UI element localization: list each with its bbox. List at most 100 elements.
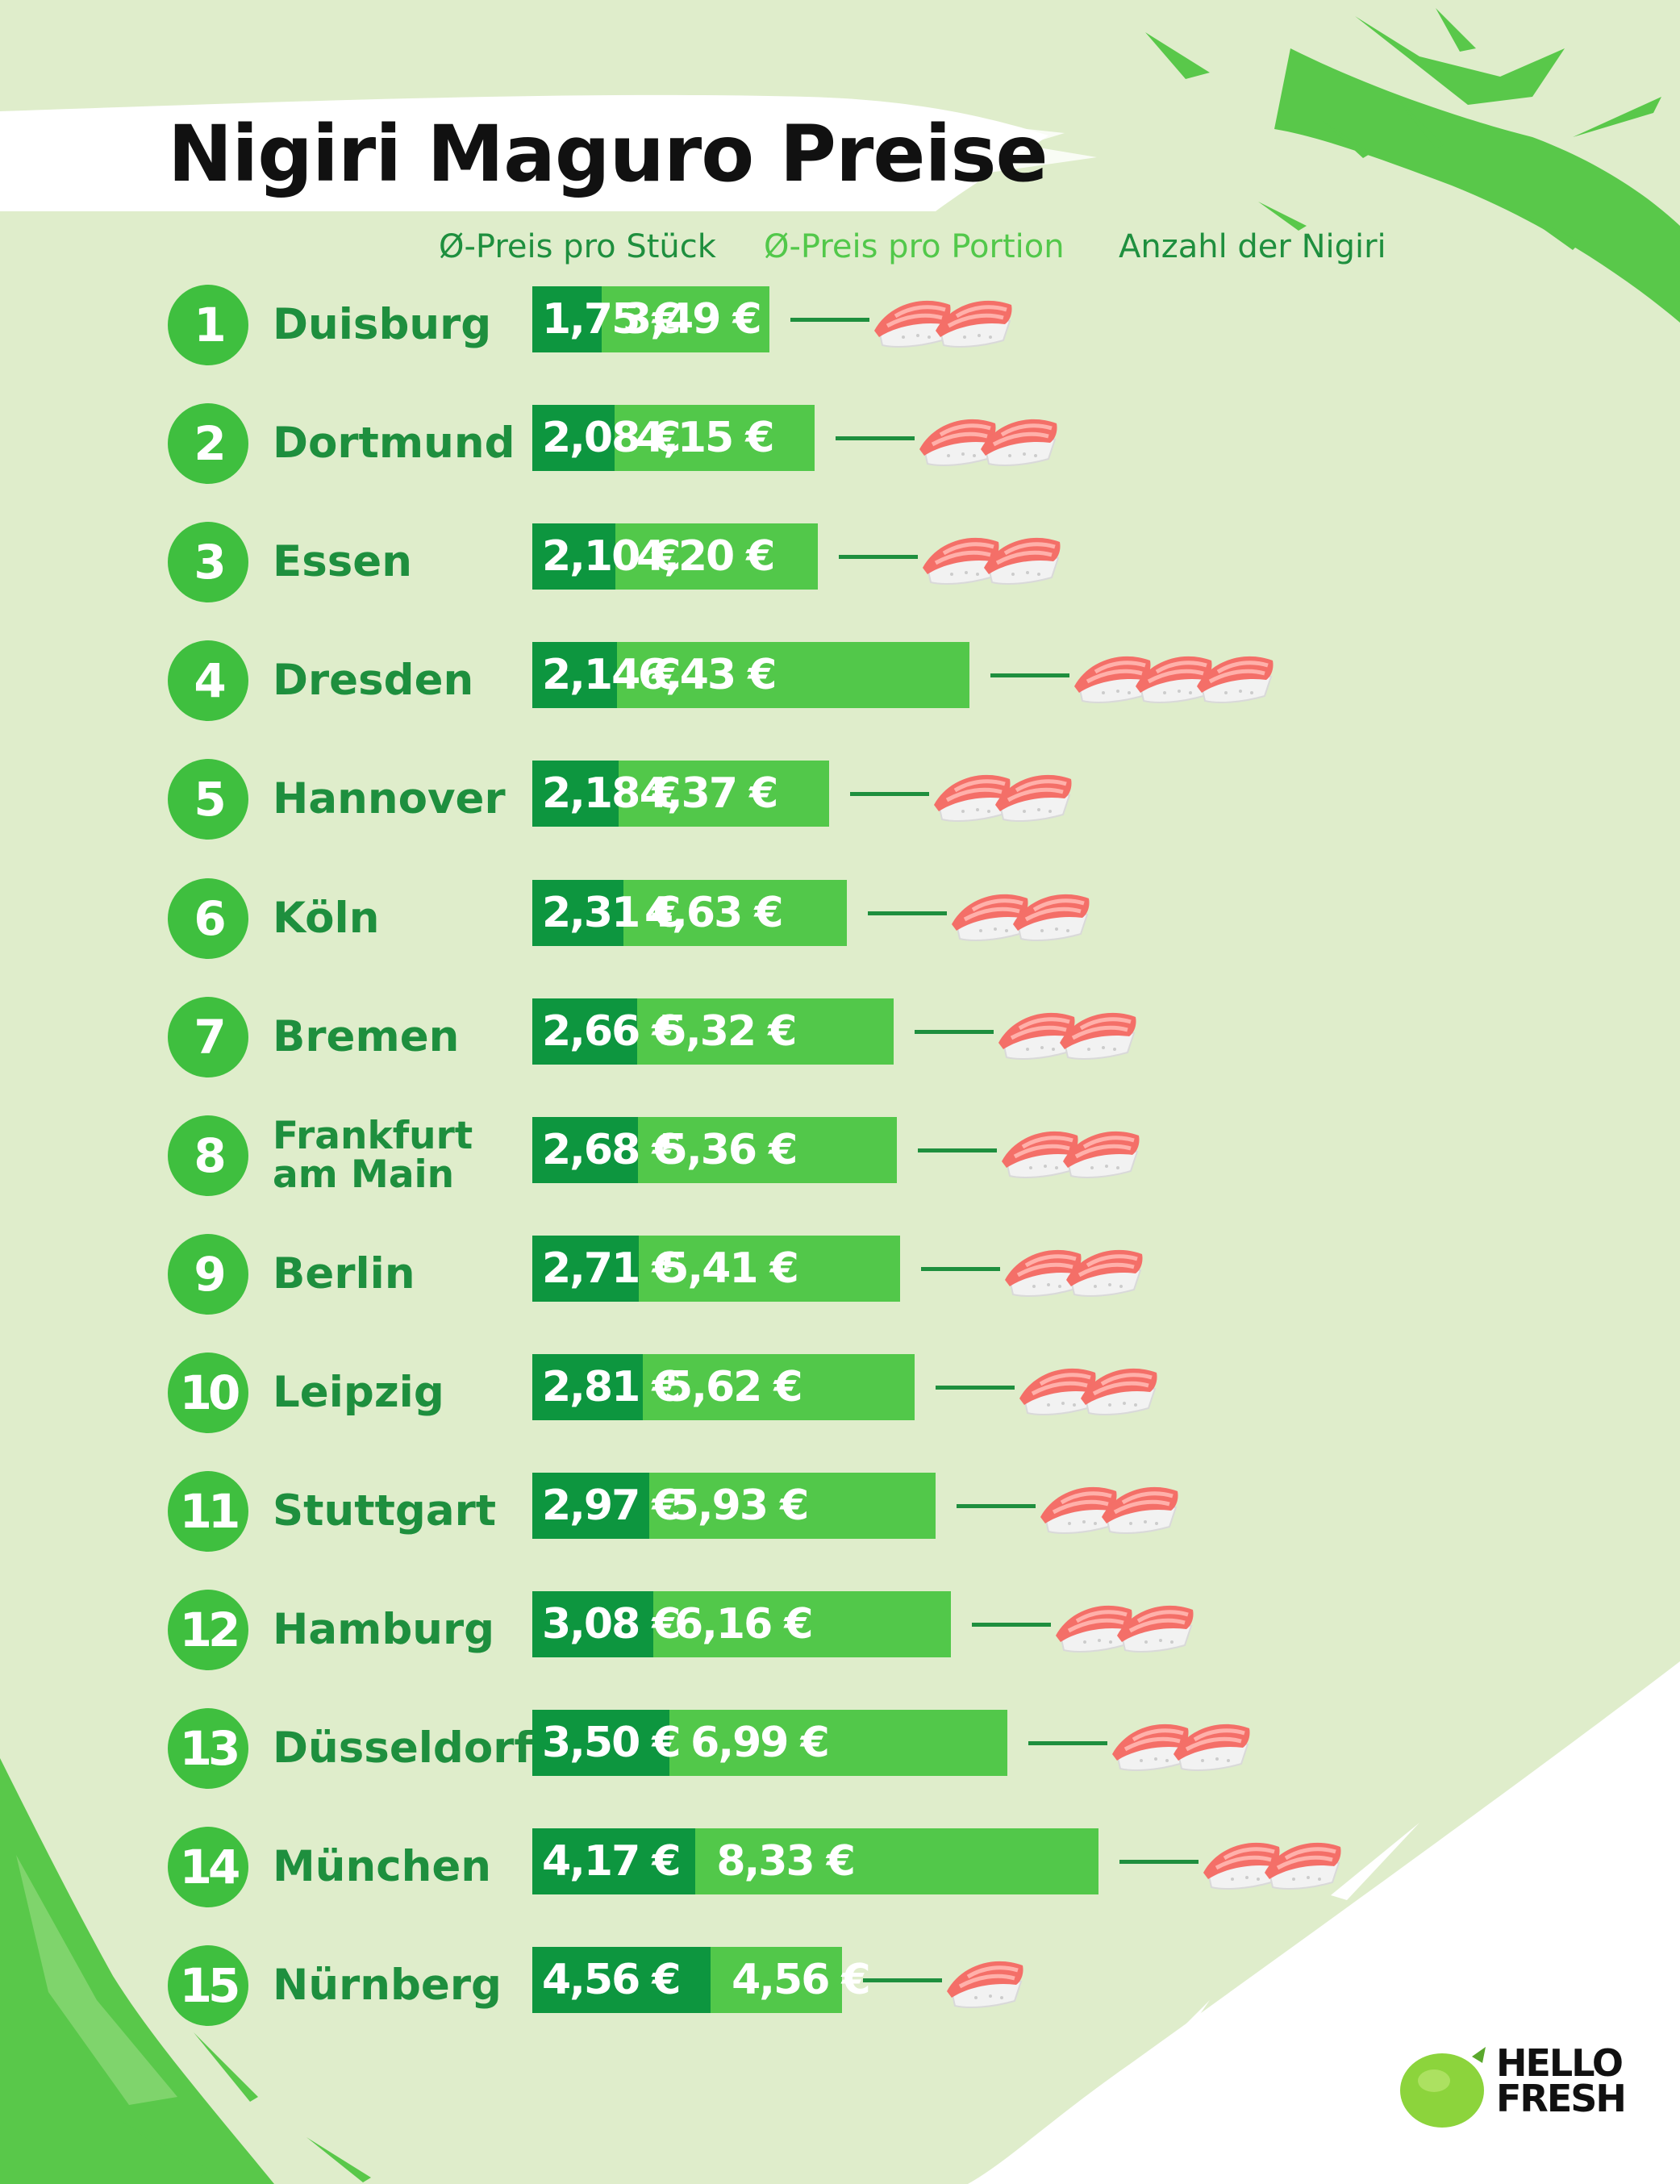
rank-badge: 1	[168, 285, 248, 365]
nigiri-icon	[919, 419, 996, 467]
rank-badge: 13	[168, 1708, 248, 1790]
nigiri-connector-line	[990, 673, 1070, 678]
nigiri-icon	[998, 1012, 1075, 1060]
label-piece-price: 2,71 €	[542, 1244, 682, 1293]
label-piece-price: 2,10 €	[542, 532, 682, 581]
bar-piece-price	[532, 998, 637, 1065]
bar-piece-price	[532, 1353, 644, 1420]
city-label: Nürnberg	[273, 1961, 502, 2011]
nigiri-icon	[1173, 1724, 1250, 1772]
bar-piece-price	[532, 1116, 638, 1183]
bar-piece-price	[532, 286, 602, 352]
label-portion-price: 4,56 €	[732, 1956, 871, 2005]
nigiri-icon	[1112, 1724, 1189, 1772]
nigiri-icon	[923, 538, 999, 586]
bar-piece-price	[532, 1591, 653, 1658]
label-portion-price: 6,99 €	[690, 1719, 830, 1768]
nigiri-icon	[1203, 1843, 1280, 1890]
nigiri-connector-line	[915, 1029, 994, 1034]
legend-nigiri-count: Anzahl der Nigiri	[1119, 228, 1386, 265]
city-label: Bremen	[273, 1011, 460, 1061]
label-portion-price: 5,32 €	[657, 1007, 798, 1056]
nigiri-icon	[1080, 1368, 1157, 1415]
chart-row: 6 Köln 2,31 €4,63 €	[0, 877, 1680, 959]
chart-row: 8 Frankfurt am Main 2,68 €5,36 €	[0, 1113, 1680, 1197]
label-piece-price: 3,50 €	[542, 1719, 682, 1768]
nigiri-connector-line	[972, 1623, 1052, 1628]
label-portion-price: 3,49 €	[623, 295, 762, 344]
nigiri-connector-line	[839, 555, 919, 560]
label-portion-price: 4,63 €	[644, 888, 784, 937]
label-portion-price: 8,33 €	[716, 1837, 856, 1886]
chart-row: 14 München 4,17 € 8,33 €	[0, 1827, 1680, 1908]
city-label: Frankfurt am Main	[273, 1113, 473, 1197]
chart-row: 2 Dortmund 2,08 €4,15 €	[0, 403, 1680, 485]
nigiri-icon	[1060, 1012, 1136, 1060]
nigiri-connector-line	[868, 911, 948, 915]
bar-piece-price	[532, 761, 619, 827]
label-piece-price: 2,08 €	[542, 414, 682, 463]
label-piece-price: 2,81 €	[542, 1362, 682, 1411]
label-portion-price: 5,93 €	[669, 1482, 810, 1530]
bar-piece-price	[532, 1473, 649, 1539]
city-label: Leipzig	[273, 1367, 444, 1417]
city-label: Essen	[273, 537, 412, 587]
nigiri-icon	[1005, 1249, 1082, 1297]
city-label: Duisburg	[273, 300, 492, 349]
nigiri-icon	[1117, 1605, 1194, 1653]
nigiri-connector-line	[956, 1504, 1036, 1508]
chart-row: 7 Bremen 2,66 €5,32 €	[0, 996, 1680, 1077]
nigiri-icon	[1066, 1249, 1143, 1297]
city-label: Stuttgart	[273, 1486, 497, 1536]
label-portion-price: 4,37 €	[639, 769, 779, 819]
nigiri-icon	[1197, 656, 1274, 704]
label-piece-price: 2,66 €	[542, 1007, 682, 1056]
city-label: Hannover	[273, 774, 506, 824]
bar-piece-price	[532, 1947, 711, 2014]
rank-badge: 7	[168, 996, 248, 1077]
rank-badge: 9	[168, 1233, 248, 1315]
rank-badge: 10	[168, 1352, 248, 1433]
nigiri-connector-line	[1119, 1860, 1199, 1865]
nigiri-icon	[936, 300, 1012, 348]
nigiri-icon	[1013, 894, 1090, 941]
nigiri-connector-line	[863, 1978, 943, 1983]
page-title: Nigiri Maguro Preise	[168, 109, 1048, 199]
logo-line-2: FRESH	[1496, 2077, 1627, 2120]
nigiri-connector-line	[790, 318, 870, 322]
nigiri-icon	[947, 1961, 1023, 2009]
nigiri-connector-line	[1028, 1741, 1108, 1746]
nigiri-icon	[952, 894, 1028, 941]
label-piece-price: 2,97 €	[542, 1482, 682, 1530]
label-portion-price: 4,15 €	[635, 414, 775, 463]
nigiri-icon	[980, 419, 1057, 467]
chart-row: 4 Dresden 2,14 €6,43 €	[0, 640, 1680, 722]
label-piece-price: 2,68 €	[542, 1125, 682, 1174]
label-piece-price: 3,08 €	[542, 1600, 682, 1649]
hellofresh-logo-text: HELLO FRESH	[1496, 2041, 1627, 2120]
nigiri-icon	[1101, 1486, 1178, 1534]
label-piece-price: 4,17 €	[542, 1837, 682, 1886]
nigiri-icon	[934, 775, 1011, 823]
nigiri-connector-line	[935, 1385, 1015, 1390]
city-label: Köln	[273, 893, 380, 943]
bar-piece-price	[532, 642, 617, 709]
rank-badge: 12	[168, 1590, 248, 1671]
chart-row: 1 Duisburg 1,75 €3,49 €	[0, 285, 1680, 365]
nigiri-connector-line	[921, 1266, 1001, 1271]
rank-badge: 5	[168, 759, 248, 840]
label-piece-price: 2,14 €	[542, 651, 682, 700]
chart-row: 11 Stuttgart 2,97 €5,93 €	[0, 1471, 1680, 1552]
lime-icon	[1400, 2047, 1486, 2128]
logo-line-1: HELLO	[1496, 2041, 1624, 2085]
label-piece-price: 4,56 €	[542, 1956, 682, 2005]
chart-row: 12 Hamburg 3,08 €6,16 €	[0, 1590, 1680, 1671]
bar-piece-price	[532, 1235, 640, 1302]
label-piece-price: 2,18 €	[542, 769, 682, 819]
chart-row: 15 Nürnberg 4,56 € 4,56 €	[0, 1945, 1680, 2027]
rank-badge: 11	[168, 1471, 248, 1552]
label-piece-price: 1,75 €	[542, 295, 682, 344]
city-label: Dortmund	[273, 419, 515, 469]
city-label: Berlin	[273, 1248, 415, 1298]
